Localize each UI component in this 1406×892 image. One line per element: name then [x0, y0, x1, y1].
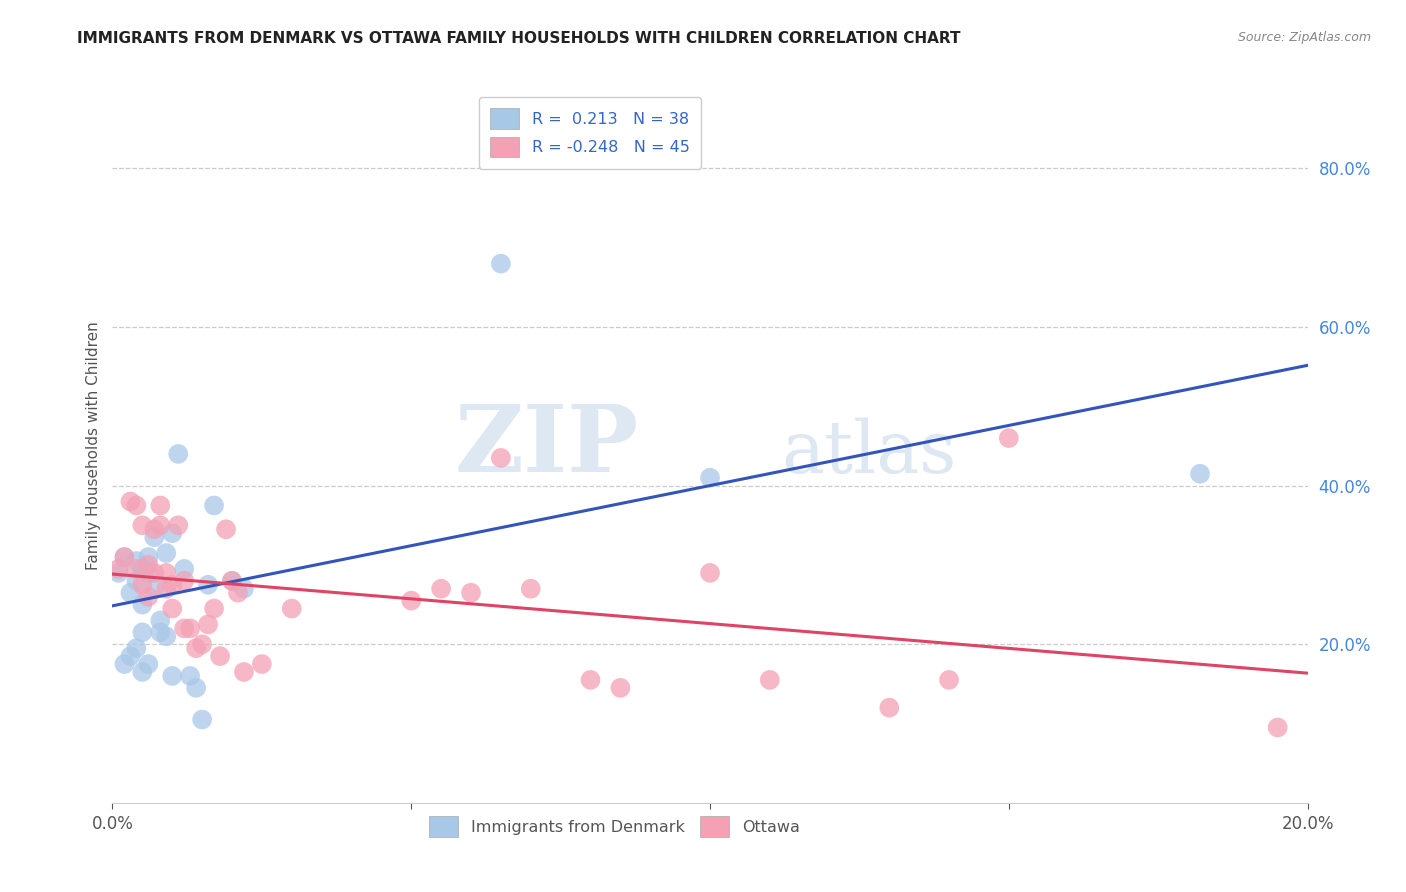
Point: [186, 681, 208, 695]
Point: [131, 562, 153, 576]
Point: [107, 562, 129, 576]
Point: [191, 637, 214, 651]
Point: [162, 526, 183, 541]
Point: [138, 558, 160, 572]
Point: [250, 657, 273, 671]
Point: [162, 601, 183, 615]
Point: [120, 649, 142, 664]
Point: [197, 617, 219, 632]
Point: [233, 665, 256, 679]
Point: [143, 522, 166, 536]
Point: [155, 582, 177, 596]
Point: [173, 574, 195, 588]
Point: [131, 598, 153, 612]
Point: [579, 673, 602, 687]
Point: [162, 669, 183, 683]
Point: [281, 601, 304, 615]
Point: [699, 566, 721, 580]
Point: [1267, 721, 1289, 735]
Point: [202, 601, 225, 615]
Point: [226, 585, 249, 599]
Point: [759, 673, 782, 687]
Legend: Immigrants from Denmark, Ottawa: Immigrants from Denmark, Ottawa: [420, 808, 808, 845]
Point: [233, 582, 256, 596]
Point: [155, 546, 177, 560]
Point: [609, 681, 631, 695]
Point: [125, 554, 148, 568]
Point: [125, 574, 148, 588]
Point: [191, 713, 214, 727]
Point: [143, 530, 166, 544]
Point: [114, 549, 135, 564]
Point: [114, 549, 135, 564]
Point: [1189, 467, 1212, 481]
Point: [120, 585, 142, 599]
Point: [938, 673, 960, 687]
Point: [138, 566, 160, 580]
Point: [120, 494, 142, 508]
Point: [998, 431, 1021, 445]
Point: [162, 578, 183, 592]
Point: [215, 522, 238, 536]
Point: [179, 621, 201, 635]
Text: ZIP: ZIP: [454, 401, 638, 491]
Point: [197, 578, 219, 592]
Y-axis label: Family Households with Children: Family Households with Children: [86, 322, 101, 570]
Point: [125, 641, 148, 656]
Point: [155, 566, 177, 580]
Point: [209, 649, 232, 664]
Point: [143, 582, 166, 596]
Point: [138, 590, 160, 604]
Point: [202, 499, 225, 513]
Text: atlas: atlas: [782, 417, 957, 489]
Point: [149, 518, 172, 533]
Point: [489, 450, 512, 465]
Point: [131, 665, 153, 679]
Point: [186, 641, 208, 656]
Point: [149, 625, 172, 640]
Point: [520, 582, 543, 596]
Point: [430, 582, 453, 596]
Point: [131, 518, 153, 533]
Point: [221, 574, 243, 588]
Point: [879, 700, 901, 714]
Point: [173, 621, 195, 635]
Point: [155, 629, 177, 643]
Point: [179, 669, 201, 683]
Point: [401, 593, 423, 607]
Point: [125, 499, 148, 513]
Point: [131, 625, 153, 640]
Point: [138, 549, 160, 564]
Point: [221, 574, 243, 588]
Point: [107, 566, 129, 580]
Point: [131, 578, 153, 592]
Point: [143, 566, 166, 580]
Point: [149, 614, 172, 628]
Point: [699, 471, 721, 485]
Point: [125, 562, 148, 576]
Point: [173, 562, 195, 576]
Text: Source: ZipAtlas.com: Source: ZipAtlas.com: [1237, 31, 1371, 45]
Point: [114, 657, 135, 671]
Point: [149, 499, 172, 513]
Text: IMMIGRANTS FROM DENMARK VS OTTAWA FAMILY HOUSEHOLDS WITH CHILDREN CORRELATION CH: IMMIGRANTS FROM DENMARK VS OTTAWA FAMILY…: [77, 31, 960, 46]
Point: [167, 447, 190, 461]
Point: [167, 518, 190, 533]
Point: [460, 585, 482, 599]
Point: [489, 257, 512, 271]
Point: [138, 657, 160, 671]
